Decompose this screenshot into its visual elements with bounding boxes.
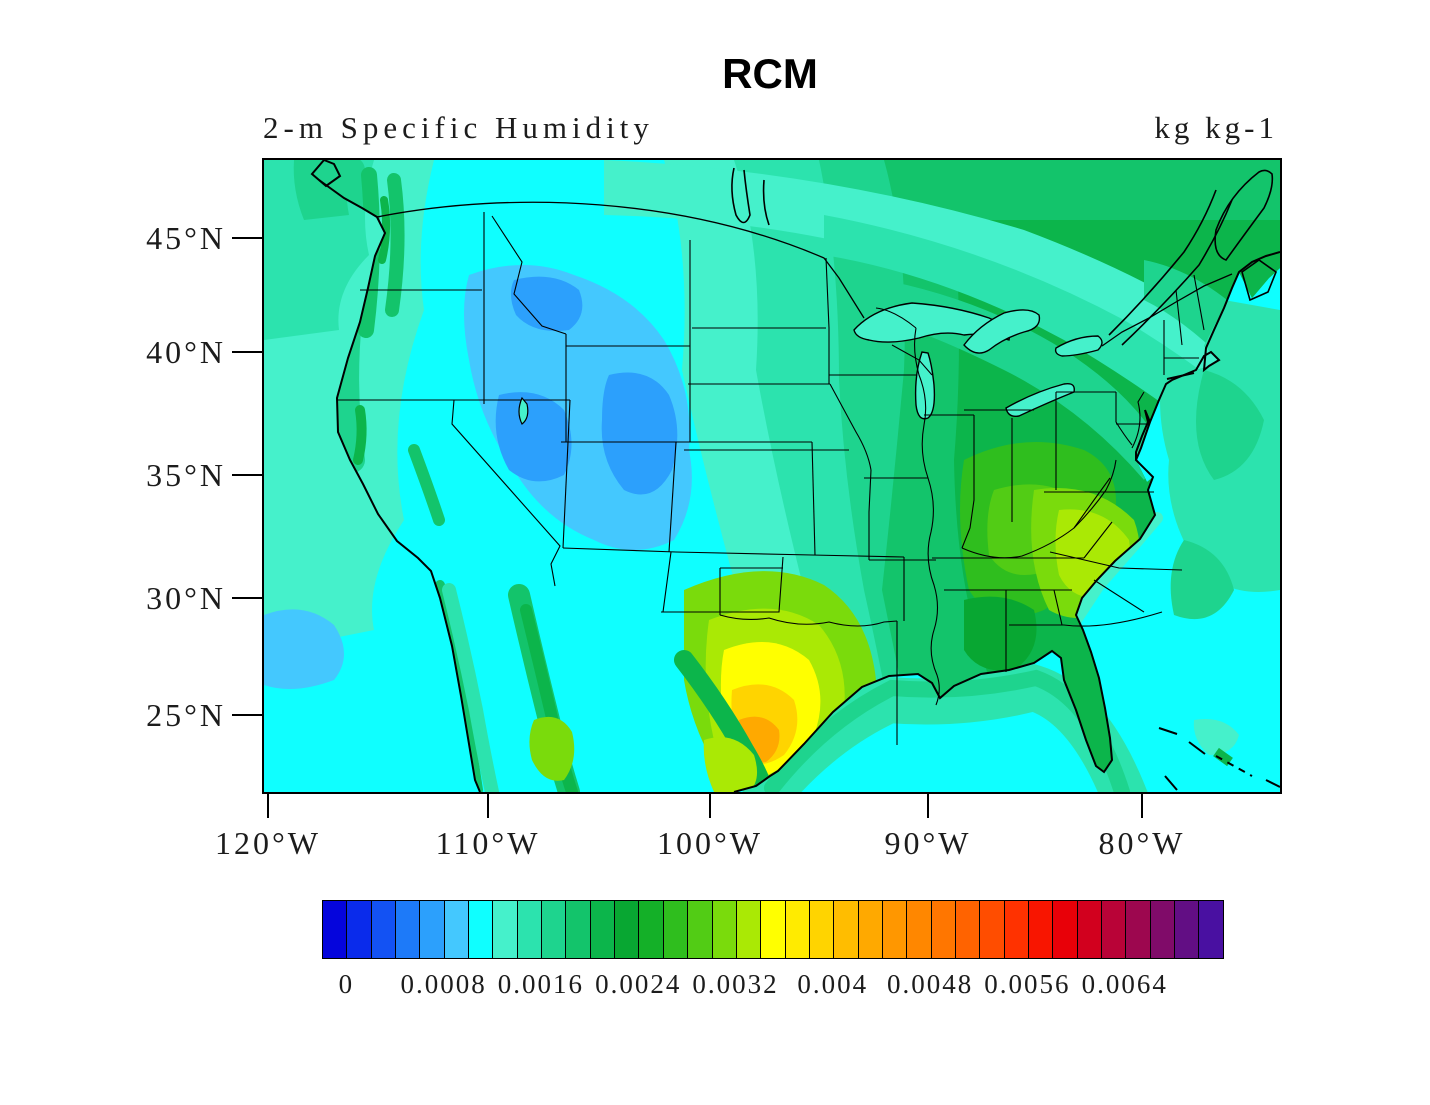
lon-tick-label: 110°W	[435, 825, 541, 861]
colorbar-cell	[809, 901, 835, 958]
colorbar-cell	[639, 901, 664, 958]
contour-map-svg	[264, 160, 1280, 792]
subtitle-units: kg kg-1	[1154, 110, 1278, 145]
colorbar-cell	[1126, 901, 1151, 958]
colorbar-cell	[420, 901, 445, 958]
colorbar-labels: 0 0.0008 0.0016 0.0024 0.0032 0.004 0.0048 0.00…	[322, 966, 1222, 1006]
lon-tick-label: 100°W	[657, 825, 763, 861]
colorbar-cell	[566, 901, 591, 958]
colorbar-tick-label: 0.0064	[1081, 969, 1168, 999]
lon-tick-label: 120°W	[215, 825, 321, 861]
colorbar-cell	[371, 901, 397, 958]
colorbar-tick-label: 0.0024	[595, 969, 682, 999]
colorbar-cell	[931, 901, 956, 958]
lat-tick-mark	[232, 237, 262, 240]
lat-tick-mark	[232, 597, 262, 600]
state-borders	[337, 212, 1205, 745]
colorbar-cell	[323, 901, 348, 958]
lon-tick-mark	[267, 792, 270, 818]
lat-tick-mark	[232, 351, 262, 354]
colorbar-tick-label: 0.0008	[400, 969, 487, 999]
colorbar-cell	[469, 901, 494, 958]
lat-tick-mark	[232, 474, 262, 477]
subtitle-field-name: 2-m Specific Humidity	[263, 110, 654, 145]
plot-title: RCM	[722, 50, 818, 97]
colorbar-cell	[493, 901, 518, 958]
lon-tick-mark	[709, 792, 712, 818]
coastline	[310, 160, 1280, 792]
colorbar-cell	[444, 901, 470, 958]
colorbar-cell	[688, 901, 713, 958]
lat-tick-label: 30°N	[146, 580, 226, 616]
lon-tick-mark	[487, 792, 490, 818]
colorbar-tick-label: 0.0032	[692, 969, 779, 999]
colorbar-tick-label: 0.004	[797, 969, 869, 999]
colorbar-cell	[1175, 901, 1200, 958]
colorbar-tick-label: 0.0016	[497, 969, 585, 999]
canada-features	[376, 167, 1280, 791]
colorbar-cell	[396, 901, 421, 958]
colorbar-cell	[858, 901, 883, 958]
colorbar-cell	[1102, 901, 1127, 958]
lat-tick-label: 40°N	[146, 334, 226, 370]
colorbar-cell	[736, 901, 762, 958]
colorbar-cell	[347, 901, 372, 958]
lake-huron	[963, 309, 1041, 354]
colorbar-cell	[980, 901, 1005, 958]
colorbar-cell	[712, 901, 737, 958]
colorbar-cell	[1199, 901, 1223, 958]
lat-tick-label: 35°N	[146, 457, 226, 493]
lon-tick-label: 90°W	[884, 825, 972, 861]
colorbar-cell	[1028, 901, 1054, 958]
lat-tick-label: 25°N	[146, 697, 226, 733]
colorbar-cell	[663, 901, 689, 958]
lat-tick-mark	[232, 714, 262, 717]
colorbar	[322, 900, 1224, 959]
colorbar-cell	[1077, 901, 1102, 958]
colorbar-tick-label: 0.0048	[886, 969, 974, 999]
colorbar-cell	[834, 901, 859, 958]
colorbar-cell	[615, 901, 640, 958]
colorbar-cell	[785, 901, 810, 958]
colorbar-cell	[882, 901, 908, 958]
lon-tick-mark	[927, 792, 930, 818]
lon-tick-mark	[1141, 792, 1144, 818]
colorbar-tick-label: 0	[338, 969, 355, 999]
colorbar-cell	[761, 901, 786, 958]
lake-ontario	[1054, 335, 1103, 357]
lat-tick-label: 45°N	[146, 220, 226, 256]
colorbar-cell	[1004, 901, 1029, 958]
lon-tick-label: 80°W	[1098, 825, 1186, 861]
colorbar-cell	[1053, 901, 1078, 958]
colorbar-cell	[1150, 901, 1176, 958]
colorbar-cell	[907, 901, 932, 958]
colorbar-cell	[955, 901, 981, 958]
colorbar-tick-label: 0.0056	[984, 969, 1071, 999]
lake-michigan	[914, 351, 936, 420]
colorbar-cell	[542, 901, 567, 958]
colorbar-cell	[590, 901, 616, 958]
colorbar-cell	[517, 901, 543, 958]
map-plot-area	[262, 158, 1282, 794]
